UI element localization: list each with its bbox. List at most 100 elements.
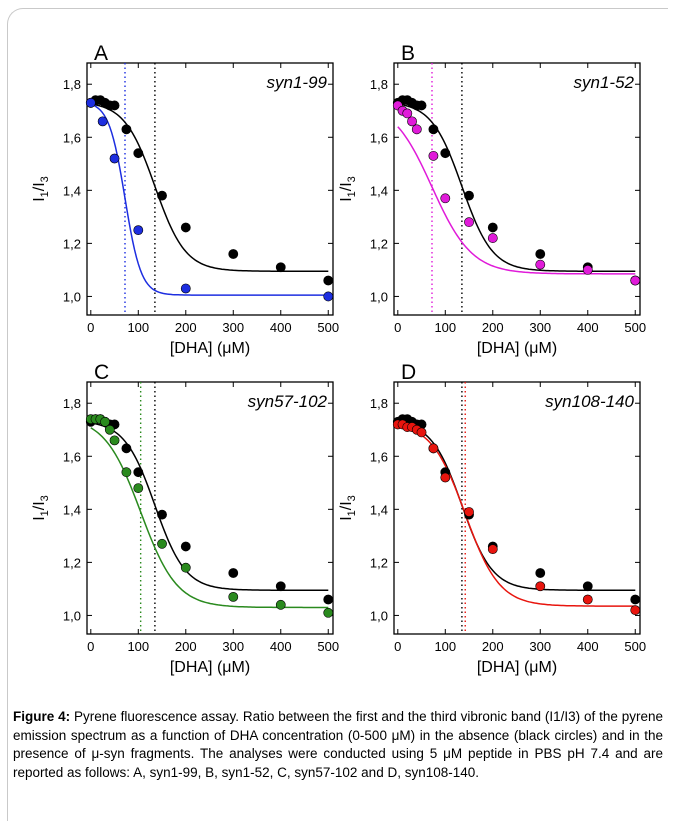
x-axis-label: [DHA] (μM) xyxy=(170,340,250,357)
x-tick-label: 0 xyxy=(87,320,94,335)
y-tick-label: 1,2 xyxy=(370,236,388,251)
data-point xyxy=(411,124,422,135)
data-point xyxy=(428,124,439,135)
y-tick-label: 1,6 xyxy=(370,130,388,145)
data-point xyxy=(180,541,191,552)
plot-frame xyxy=(86,62,334,316)
x-tick-label: 400 xyxy=(577,639,599,654)
chart-panel-c: 0 100 200 300 400 500 1,0 1,2 1,4 1,6 1,8 [DHA] (μM… xyxy=(31,361,339,676)
data-point xyxy=(428,150,439,161)
data-point xyxy=(582,581,593,592)
data-point xyxy=(133,148,144,159)
y-axis-label: I1/I3 xyxy=(338,495,358,521)
data-point xyxy=(228,591,239,602)
data-point xyxy=(323,275,334,286)
y-tick-label: 1,0 xyxy=(370,608,388,623)
x-axis-label: [DHA] (μM) xyxy=(170,659,250,676)
data-point xyxy=(109,153,120,164)
y-tick-label: 1,2 xyxy=(63,555,81,570)
data-point xyxy=(535,581,546,592)
x-tick-label: 0 xyxy=(394,320,401,335)
panel-annotation: syn57-102 xyxy=(248,392,328,411)
data-point xyxy=(157,509,167,520)
caption-label: Figure 4: xyxy=(13,709,71,724)
data-point xyxy=(180,562,191,573)
chart-panel-d: 0 100 200 300 400 500 1,0 1,2 1,4 1,6 1,8 [DHA] (μM… xyxy=(338,361,646,676)
data-point xyxy=(228,568,239,578)
data-point xyxy=(97,116,108,127)
x-tick-label: 400 xyxy=(270,639,292,654)
data-point xyxy=(275,262,286,273)
panel-annotation: syn1-99 xyxy=(267,73,328,92)
data-point xyxy=(440,148,451,159)
y-tick-label: 1,8 xyxy=(63,396,81,411)
x-tick-label: 300 xyxy=(529,320,551,335)
y-tick-label: 1,4 xyxy=(370,183,388,198)
data-point xyxy=(323,594,334,605)
data-point xyxy=(630,275,641,286)
data-point xyxy=(416,427,427,438)
x-tick-label: 200 xyxy=(482,639,504,654)
data-point xyxy=(487,222,498,233)
x-tick-label: 200 xyxy=(175,639,197,654)
y-tick-label: 1,8 xyxy=(63,77,81,92)
data-point xyxy=(323,291,334,302)
x-tick-label: 300 xyxy=(222,639,244,654)
y-tick-label: 1,0 xyxy=(370,289,388,304)
figure-frame xyxy=(7,8,668,821)
x-tick-label: 300 xyxy=(529,639,551,654)
data-point xyxy=(416,100,427,111)
data-point xyxy=(582,594,593,605)
y-tick-label: 1,2 xyxy=(63,236,81,251)
data-point xyxy=(121,467,132,478)
data-point xyxy=(535,259,546,270)
fit-curve xyxy=(397,424,636,607)
figure-panels: 0 100 200 300 400 500 1,0 1,2 1,4 1,6 1,8 [DHA] (μM… xyxy=(31,42,646,676)
data-point xyxy=(133,483,144,494)
y-tick-label: 1,0 xyxy=(63,608,81,623)
x-tick-label: 300 xyxy=(222,320,244,335)
data-point xyxy=(630,594,641,605)
plot-frame xyxy=(393,381,641,635)
x-tick-label: 200 xyxy=(482,320,504,335)
x-tick-label: 400 xyxy=(577,320,599,335)
plot-frame xyxy=(86,381,334,635)
y-tick-label: 1,4 xyxy=(370,502,388,517)
chart-panel-a: 0 100 200 300 400 500 1,0 1,2 1,4 1,6 1,8 [DHA] (μM… xyxy=(31,42,339,357)
data-point xyxy=(104,424,115,435)
data-point xyxy=(85,97,96,108)
y-tick-label: 1,6 xyxy=(63,449,81,464)
x-tick-label: 100 xyxy=(434,639,456,654)
data-point xyxy=(582,265,593,275)
x-tick-label: 500 xyxy=(624,320,646,335)
data-point xyxy=(109,435,120,446)
data-point xyxy=(407,116,417,127)
x-axis-label: [DHA] (μM) xyxy=(477,340,557,357)
fit-curve xyxy=(90,427,329,609)
y-axis-label: I1/I3 xyxy=(338,176,358,202)
data-point xyxy=(133,225,144,236)
y-tick-label: 1,4 xyxy=(63,502,81,517)
x-tick-label: 400 xyxy=(270,320,292,335)
data-point xyxy=(428,443,439,454)
panel-letter: C xyxy=(94,361,109,384)
y-tick-label: 1,6 xyxy=(370,449,388,464)
fit-curve xyxy=(397,126,636,275)
y-tick-label: 1,6 xyxy=(63,130,81,145)
x-tick-label: 500 xyxy=(317,320,339,335)
x-tick-label: 500 xyxy=(624,639,646,654)
plot-frame xyxy=(393,62,641,316)
data-point xyxy=(275,581,286,592)
data-point xyxy=(228,249,239,259)
x-tick-label: 100 xyxy=(127,639,149,654)
x-tick-label: 0 xyxy=(394,639,401,654)
chart-panel-b: 0 100 200 300 400 500 1,0 1,2 1,4 1,6 1,8 [DHA] (μM… xyxy=(338,42,646,357)
y-tick-label: 1,4 xyxy=(63,183,81,198)
data-point xyxy=(180,222,191,233)
data-point xyxy=(535,568,546,578)
data-point xyxy=(464,190,474,201)
y-tick-label: 1,0 xyxy=(63,289,81,304)
x-tick-label: 100 xyxy=(127,320,149,335)
data-point xyxy=(464,507,474,517)
data-point xyxy=(121,124,132,135)
